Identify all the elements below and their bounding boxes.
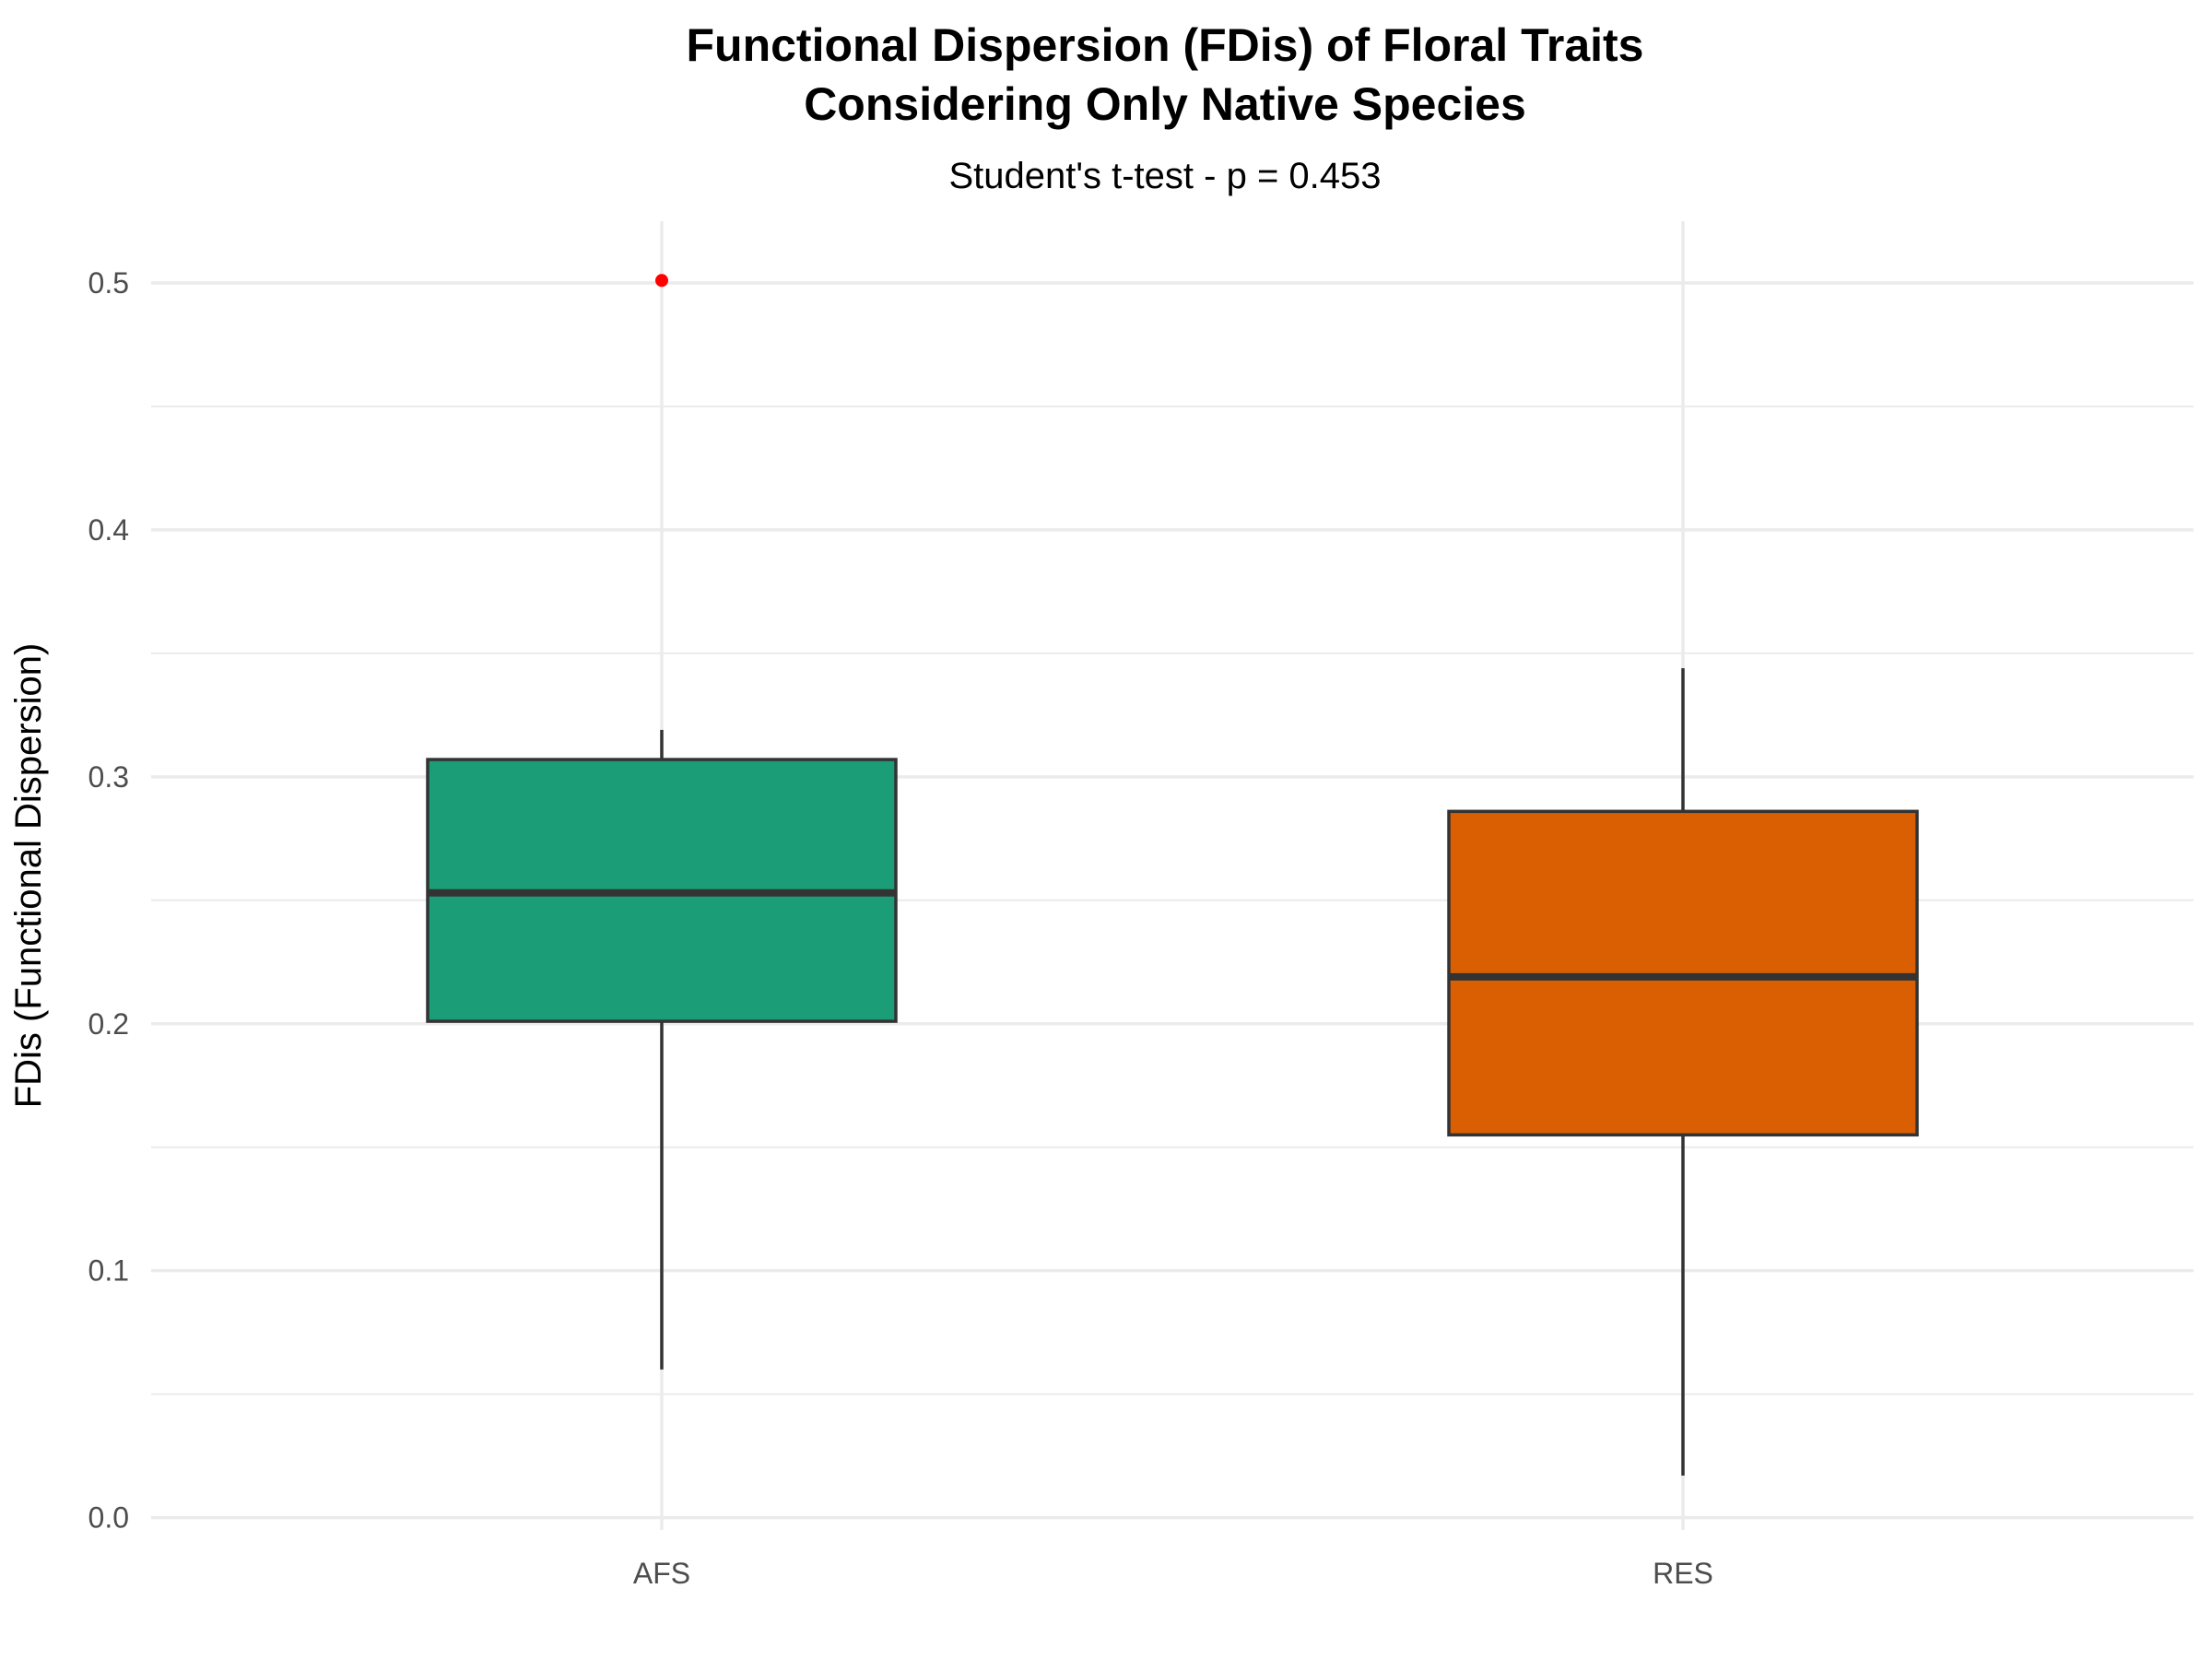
- chart-title-line-1: Functional Dispersion (FDis) of Floral T…: [687, 19, 1644, 71]
- outlier-point: [655, 274, 668, 288]
- box-AFS: [426, 274, 898, 1370]
- x-tick-label: RES: [1653, 1557, 1713, 1590]
- x-axis-ticks: AFS RES: [633, 1557, 1713, 1590]
- y-axis-ticks: 0.0 0.1 0.2 0.3 0.4 0.5: [88, 266, 129, 1535]
- chart-title-line-2: Considering Only Native Species: [804, 78, 1526, 130]
- y-tick-label: 0.1: [88, 1254, 129, 1288]
- y-tick-label: 0.2: [88, 1007, 129, 1041]
- box-iqr: [1447, 809, 1919, 1137]
- chart-subtitle: Student's t-test - p = 0.453: [948, 156, 1381, 196]
- y-tick-label: 0.4: [88, 513, 129, 547]
- box-RES: [1447, 667, 1919, 1477]
- x-tick-label: AFS: [633, 1557, 690, 1590]
- y-axis-title: FDis (Functional Dispersion): [8, 643, 49, 1109]
- y-tick-label: 0.5: [88, 266, 129, 300]
- boxes: [426, 274, 1919, 1477]
- y-tick-label: 0.0: [88, 1501, 129, 1535]
- y-tick-label: 0.3: [88, 760, 129, 794]
